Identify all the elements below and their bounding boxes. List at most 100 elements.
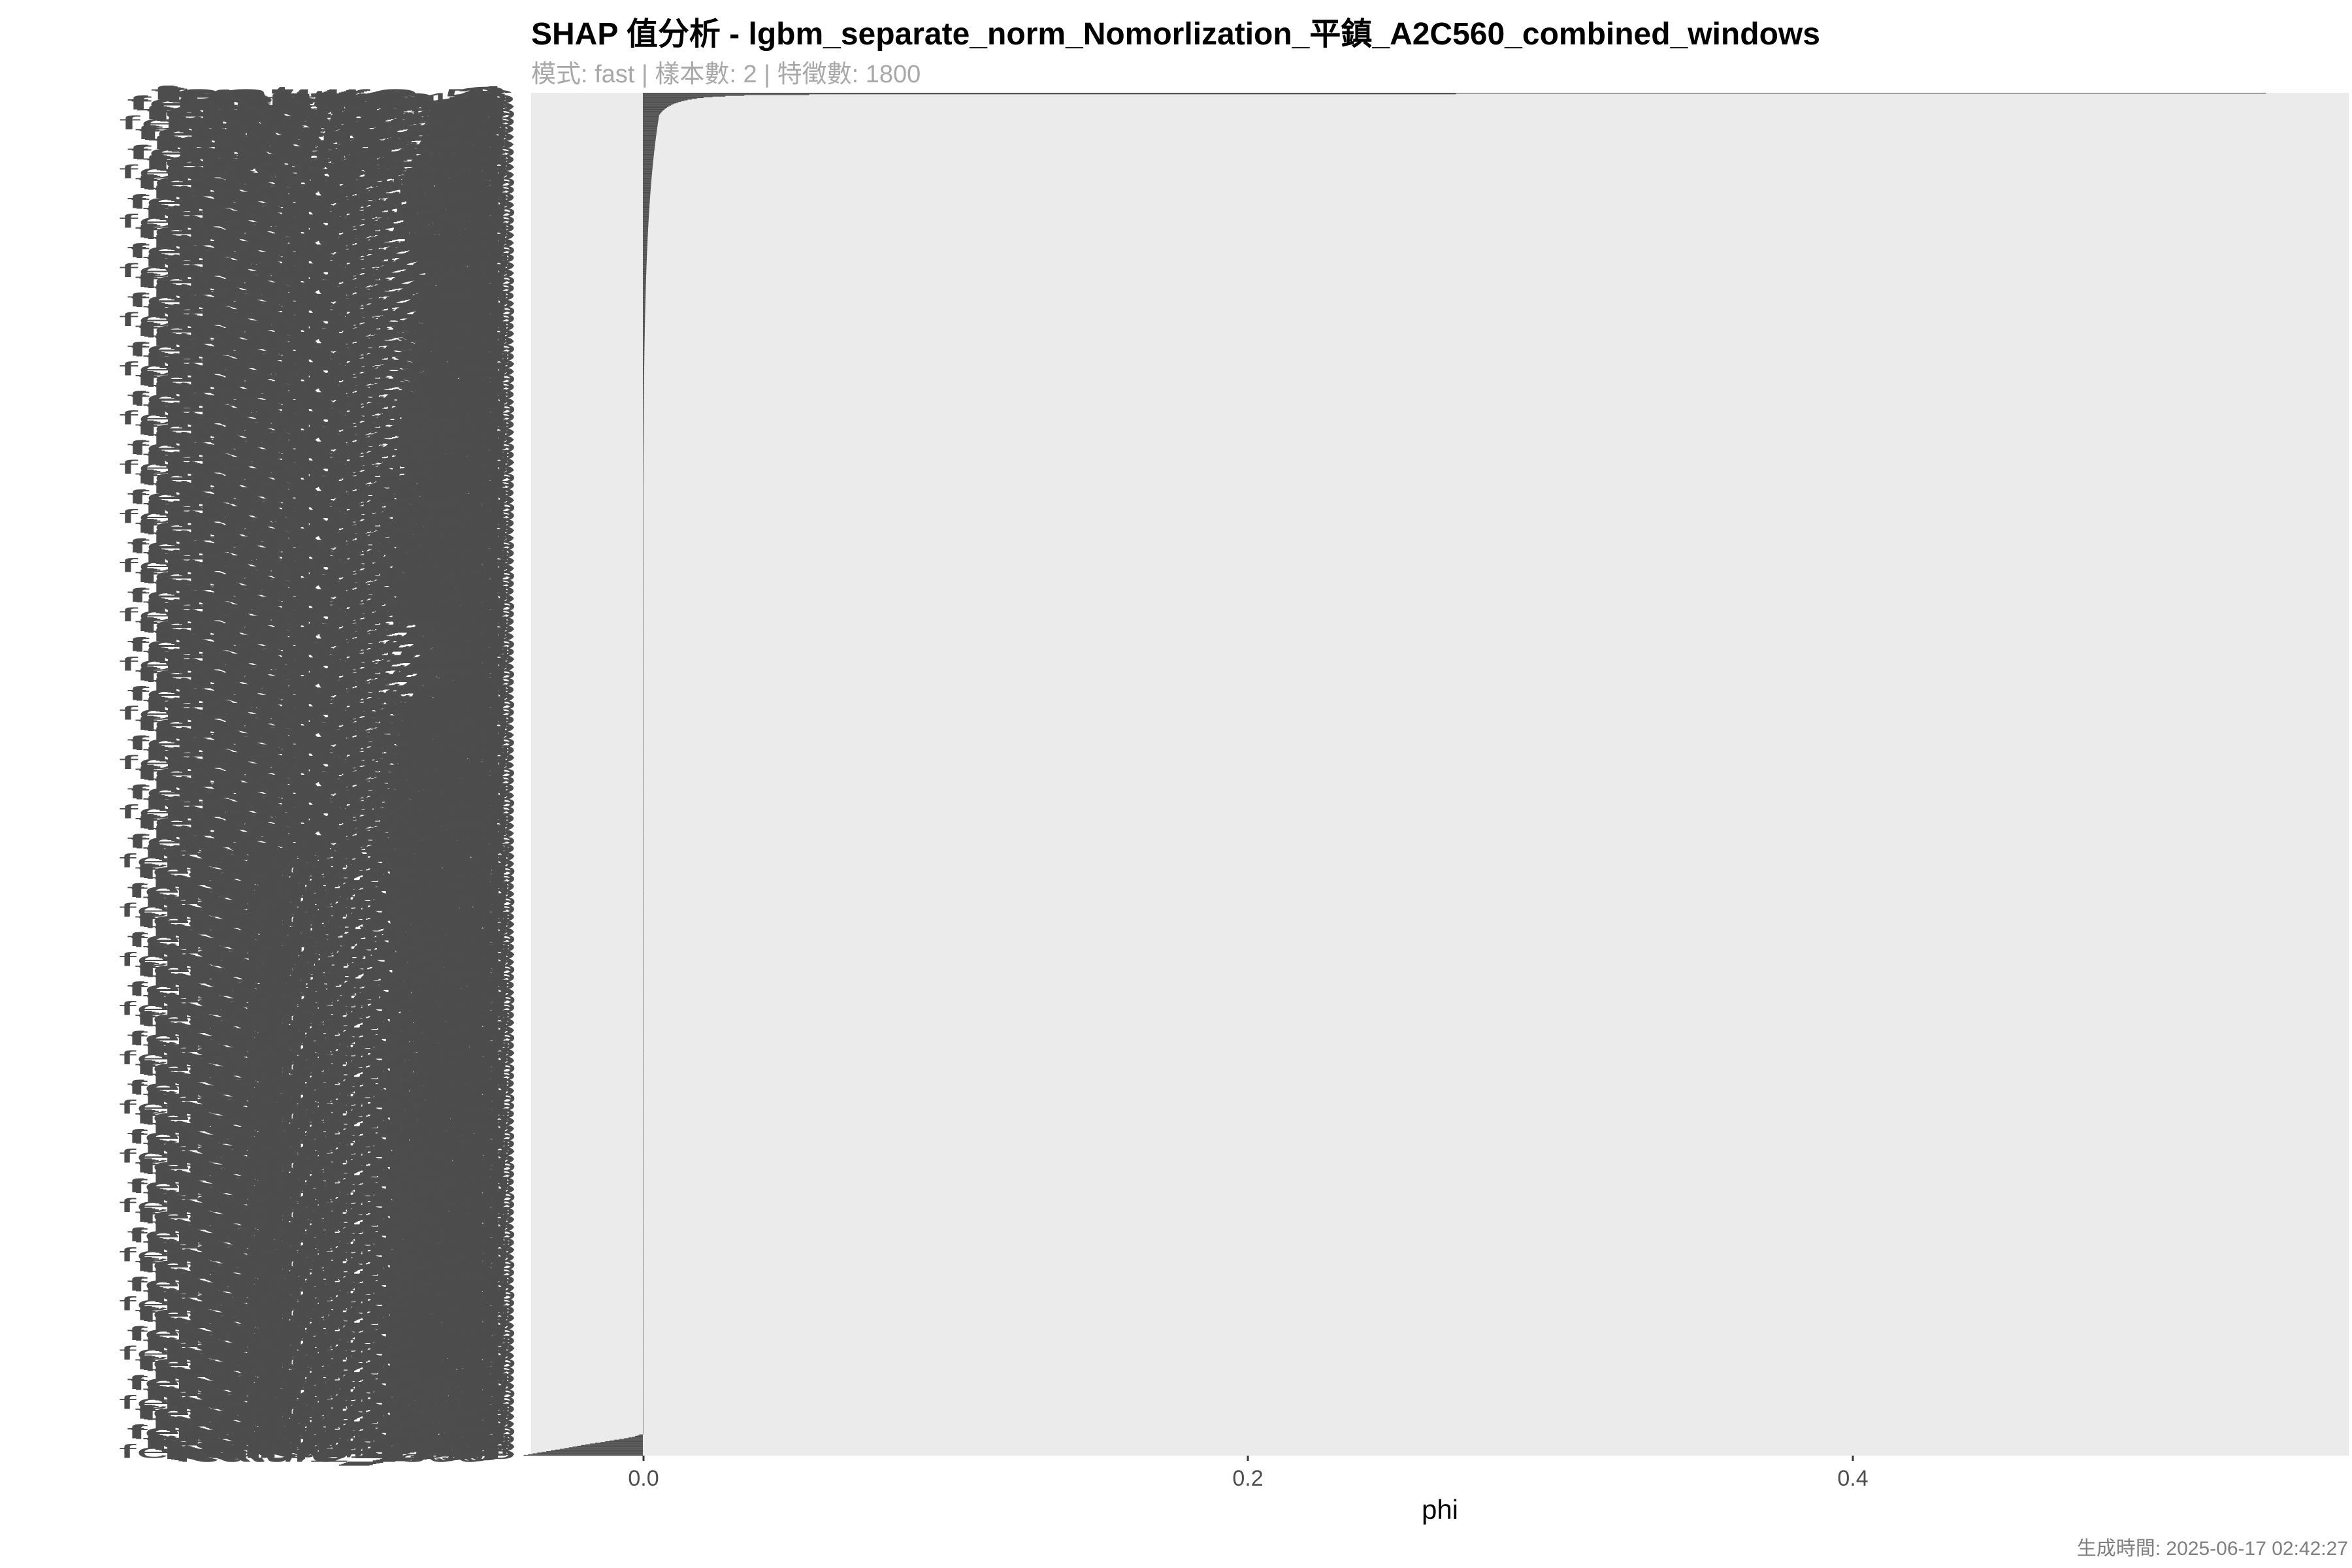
shap-bar	[642, 1361, 644, 1362]
shap-bar	[642, 904, 644, 906]
feature-tick-label: feature_114	[233, 169, 493, 190]
shap-bar	[642, 1038, 644, 1039]
shap-bar	[642, 291, 646, 293]
shap-bar	[642, 1056, 644, 1058]
x-tick-label: 0.0	[628, 1466, 659, 1491]
shap-bar	[642, 1416, 644, 1417]
shap-bar	[642, 580, 644, 581]
shap-bar	[642, 210, 649, 212]
shap-bar	[642, 1175, 644, 1177]
shap-bar	[642, 293, 646, 295]
shap-bar	[642, 680, 644, 681]
shap-bar	[642, 485, 644, 487]
shap-bar	[642, 608, 644, 610]
shap-bar	[642, 1238, 644, 1239]
feature-tick-label: feature_35	[213, 108, 485, 130]
feature-tick-label: feature_120	[142, 172, 485, 194]
shap-bar	[642, 902, 644, 904]
shap-bar	[642, 1041, 644, 1043]
shap-bar	[642, 1395, 644, 1396]
shap-bar	[642, 587, 644, 588]
shap-bar	[642, 104, 673, 105]
shap-bar	[642, 1220, 644, 1221]
shap-bar	[642, 958, 644, 960]
shap-bar	[642, 1392, 644, 1393]
shap-bar	[642, 618, 644, 619]
shap-bar	[642, 295, 646, 297]
feature-tick-label: feature_1800	[178, 1445, 485, 1466]
shap-bar	[642, 1002, 644, 1004]
shap-bar	[642, 796, 644, 798]
shap-bar	[642, 655, 644, 657]
shap-bar	[642, 1428, 644, 1429]
shap-bar	[642, 830, 644, 832]
shap-bar	[642, 114, 659, 116]
shap-bar	[642, 148, 655, 150]
shap-bar	[642, 777, 644, 779]
shap-bar	[642, 947, 644, 949]
shap-bar	[642, 522, 644, 523]
feature-tick-label: feature_37	[260, 110, 508, 131]
shap-bar	[642, 225, 649, 227]
shap-bar	[642, 1130, 644, 1132]
shap-bar	[642, 1339, 644, 1340]
shap-bar	[642, 280, 646, 282]
shap-bar	[642, 772, 644, 773]
shap-bar	[642, 1026, 644, 1028]
shap-bar	[642, 1030, 644, 1031]
shap-bar	[642, 1409, 644, 1411]
shap-bar	[642, 1292, 644, 1294]
shap-bar	[642, 1362, 644, 1364]
shap-bar	[642, 970, 644, 972]
shap-bar	[642, 984, 644, 985]
shap-bar	[642, 915, 644, 917]
shap-bar	[642, 410, 644, 412]
shap-bar	[642, 678, 644, 679]
shap-bar	[642, 1061, 644, 1062]
shap-bar	[642, 129, 657, 131]
shap-bar	[642, 728, 644, 730]
shap-bar	[642, 1316, 644, 1318]
shap-bar	[642, 353, 645, 354]
shap-bar	[642, 1426, 644, 1428]
shap-bar	[642, 585, 644, 587]
shap-bar	[642, 1354, 644, 1355]
shap-bar	[642, 625, 644, 626]
shap-bar	[642, 1027, 644, 1028]
shap-bar	[642, 547, 644, 549]
shap-bar	[642, 1407, 644, 1408]
feature-tick-label: feature_47	[225, 118, 508, 139]
shap-bar	[642, 285, 646, 286]
shap-bar	[642, 637, 644, 638]
shap-bar	[642, 159, 653, 161]
shap-bar	[642, 645, 644, 647]
shap-bar	[642, 668, 644, 669]
shap-bar	[642, 154, 654, 155]
feature-tick-label: feature_68	[158, 133, 500, 155]
shap-bar	[642, 186, 651, 187]
shap-bar	[642, 1350, 644, 1352]
shap-bar	[642, 98, 697, 99]
shap-bar	[642, 1254, 644, 1256]
feature-tick-label: feature_115	[237, 169, 485, 191]
shap-bar	[642, 1039, 644, 1040]
shap-bar	[642, 649, 644, 651]
shap-bar	[624, 1438, 643, 1439]
shap-bar	[642, 1073, 644, 1074]
shap-bar	[642, 1051, 644, 1053]
feature-tick-label: feature_44	[174, 115, 493, 137]
shap-bar	[642, 238, 648, 239]
shap-bar	[642, 762, 644, 764]
x-axis: 0.0 0.2 0.4 phi	[628, 1456, 1869, 1525]
shap-bar	[642, 980, 644, 981]
shap-bar	[642, 1399, 644, 1401]
shap-bar	[642, 160, 653, 161]
shap-bar	[637, 1435, 643, 1436]
shap-bar	[642, 552, 644, 553]
shap-bar	[642, 1196, 644, 1197]
shap-bar	[642, 1364, 644, 1365]
shap-bar	[642, 1143, 644, 1145]
shap-bar	[642, 1405, 644, 1407]
shap-bar	[642, 711, 644, 713]
feature-tick-label: feature_4	[162, 85, 493, 106]
